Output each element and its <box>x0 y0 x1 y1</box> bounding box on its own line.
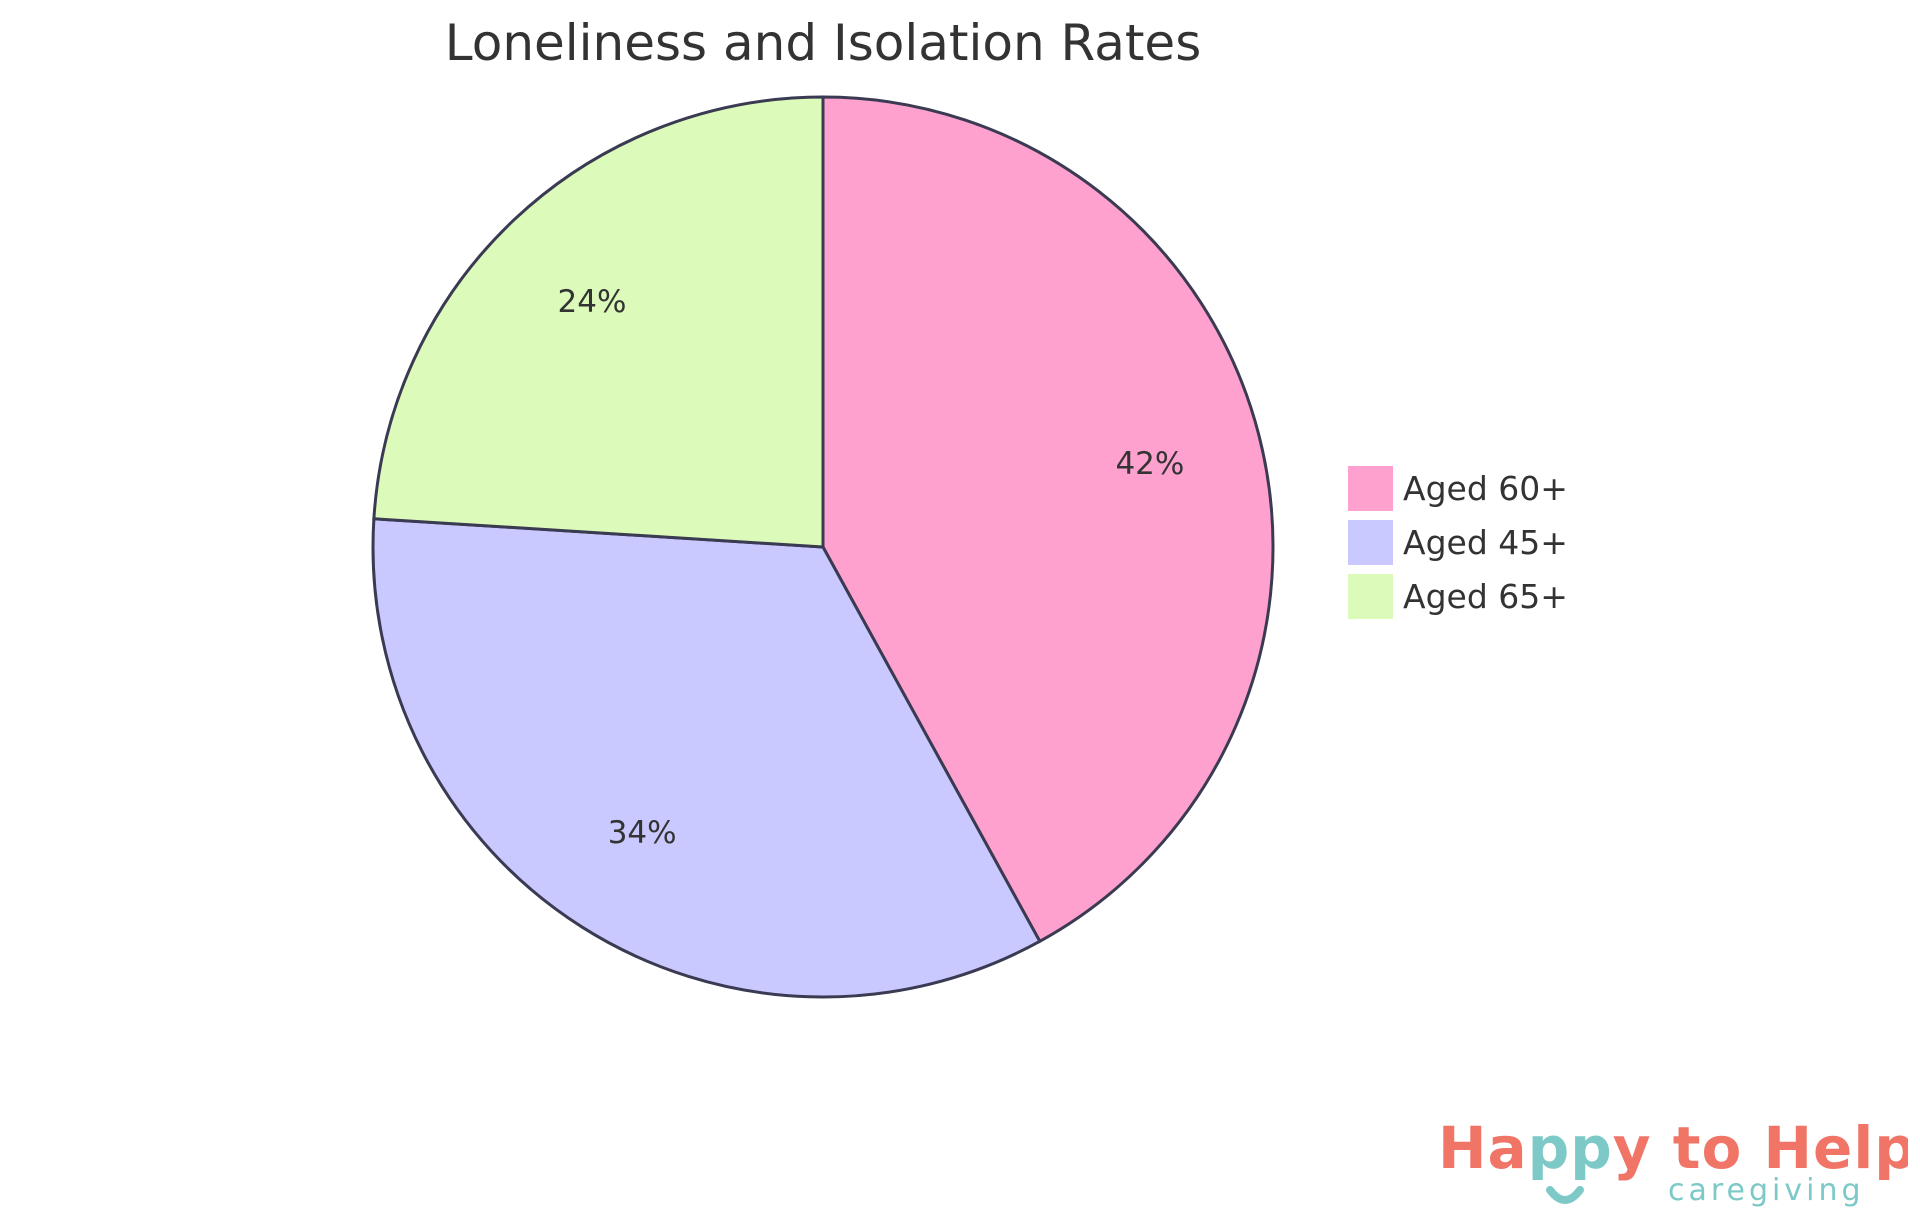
happy-to-help-logo: Happy to Help caregiving <box>1438 1114 1908 1208</box>
slice-label: 42% <box>1115 446 1184 482</box>
legend-swatch <box>1348 520 1393 565</box>
slice-label: 24% <box>558 284 627 320</box>
legend-label: Aged 65+ <box>1403 577 1568 616</box>
slice-label: 34% <box>608 815 677 851</box>
svg-text:caregiving: caregiving <box>1668 1173 1865 1208</box>
legend-swatch <box>1348 574 1393 619</box>
legend-swatch <box>1348 466 1393 511</box>
legend-label: Aged 45+ <box>1403 523 1568 562</box>
chart-title: Loneliness and Isolation Rates <box>445 14 1202 72</box>
pie-slice-aged-45- <box>371 517 1042 999</box>
pie-slice-aged-60- <box>821 95 1275 944</box>
legend-label: Aged 60+ <box>1403 469 1568 508</box>
svg-text:Happy to Help: Happy to Help <box>1438 1114 1908 1182</box>
legend: Aged 60+ Aged 45+ Aged 65+ <box>1348 466 1568 619</box>
slices <box>371 95 1275 999</box>
pie-slice-aged-65- <box>372 95 825 549</box>
slice-labels: 42% 34% 24% <box>558 284 1185 851</box>
